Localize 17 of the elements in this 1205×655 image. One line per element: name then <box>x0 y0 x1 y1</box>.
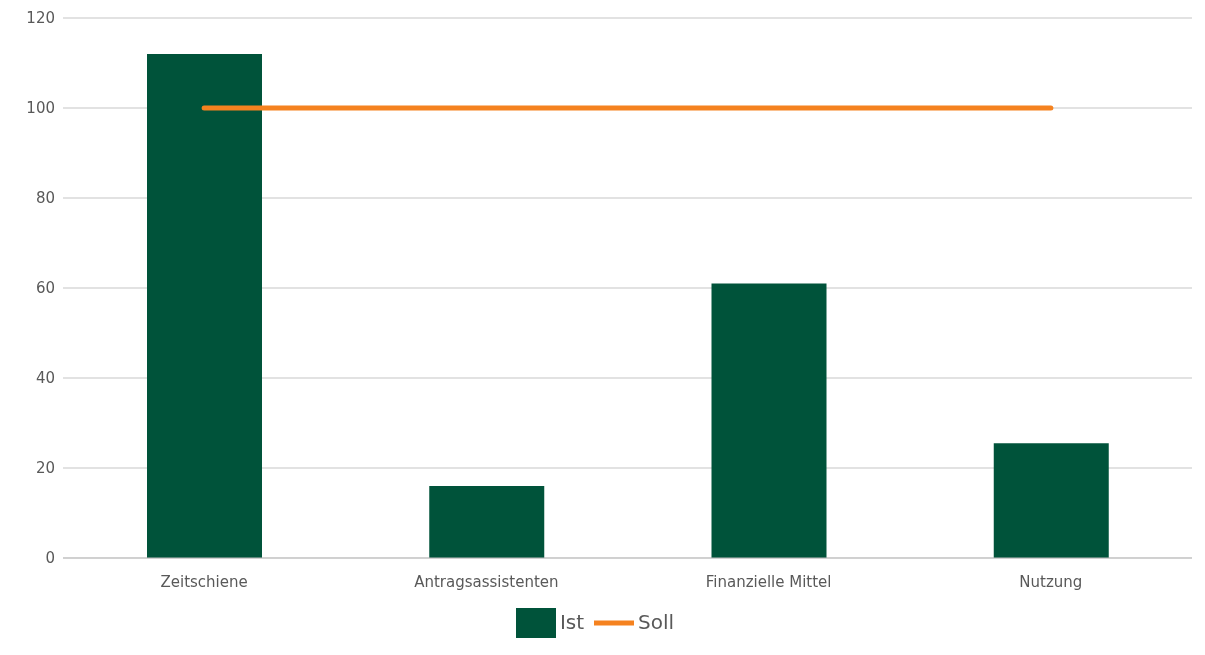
bar <box>147 54 262 558</box>
y-tick-label: 40 <box>35 369 55 388</box>
y-tick-label: 0 <box>45 549 55 568</box>
x-tick-label: Zeitschiene <box>160 572 248 591</box>
bar <box>993 443 1109 558</box>
x-tick-label: Nutzung <box>1019 572 1083 591</box>
legend-label: Soll <box>638 609 675 634</box>
y-tick-label: 20 <box>35 459 55 478</box>
bar <box>429 486 545 558</box>
x-tick-label: Antragsassistenten <box>414 572 559 591</box>
y-tick-label: 80 <box>35 189 55 208</box>
y-tick-label: 100 <box>26 99 55 118</box>
y-tick-label: 120 <box>26 9 55 28</box>
bar <box>711 283 827 558</box>
y-tick-label: 60 <box>35 279 55 298</box>
legend-label: Ist <box>559 609 585 634</box>
x-tick-label: Finanzielle Mittel <box>705 572 832 591</box>
